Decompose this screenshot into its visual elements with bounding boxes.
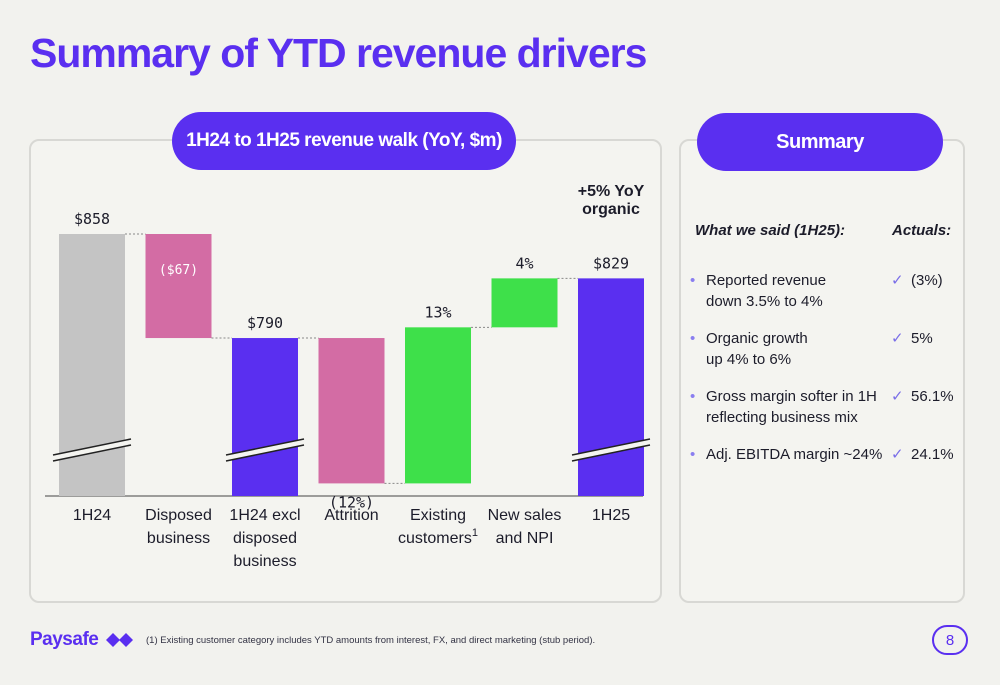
category-label-1-1: business <box>147 530 210 547</box>
said-line: Gross margin softer in 1H <box>706 388 877 405</box>
actual-value: 5% <box>911 330 933 347</box>
said-line: up 4% to 6% <box>706 351 792 368</box>
bar-1 <box>145 234 212 339</box>
bullet-icon: • <box>690 388 696 405</box>
footnote: (1) Existing customer category includes … <box>146 635 596 646</box>
check-icon: ✓ <box>891 446 904 463</box>
category-label-5-1: and NPI <box>496 530 554 547</box>
actual-value: 24.1% <box>911 446 954 463</box>
said-text: Organic growth up 4% to 6% <box>706 328 886 370</box>
category-label-6-0: 1H25 <box>592 507 630 524</box>
category-label-3-0: Attrition <box>324 507 378 524</box>
category-label-2-1: disposed <box>233 530 297 547</box>
data-label-3: (12%) <box>329 493 374 511</box>
logo-diamonds-icon <box>106 632 134 647</box>
said-line: Reported revenue <box>706 272 827 289</box>
category-label-4-0: Existing <box>410 507 466 524</box>
axis-break-line-2 <box>225 438 305 456</box>
actual-value: 56.1% <box>911 388 954 405</box>
col-header-said: What we said (1H25): <box>695 222 846 239</box>
category-label-0-0: 1H24 <box>73 507 111 524</box>
summary-panel <box>679 139 965 603</box>
page-title: Summary of YTD revenue drivers <box>30 30 647 76</box>
said-text: Gross margin softer in 1H reflecting busi… <box>706 386 886 428</box>
check-icon: ✓ <box>891 388 904 405</box>
chart-title-pill: 1H24 to 1H25 revenue walk (YoY, $m) <box>172 112 516 170</box>
axis-break-line-6 <box>571 438 651 456</box>
footnote-mark: 1 <box>472 527 478 539</box>
annotation-line-0: +5% YoY <box>578 183 645 200</box>
said-line: Adj. EBITDA margin ~24% <box>706 446 883 463</box>
bar-2 <box>232 338 298 496</box>
said-line: reflecting business mix <box>706 409 858 426</box>
axis-break-line-0 <box>52 438 132 456</box>
col-header-actuals: Actuals: <box>892 222 952 239</box>
summary-title-pill: Summary <box>697 113 943 171</box>
bar-4 <box>405 327 471 484</box>
bullet-icon: • <box>690 272 696 289</box>
data-label-0: $858 <box>74 210 110 228</box>
paysafe-logo: Paysafe <box>30 629 136 651</box>
bar-5 <box>491 278 558 328</box>
data-label-6: $829 <box>593 254 629 272</box>
axis-break-gap-2 <box>226 439 304 461</box>
check-icon: ✓ <box>891 330 904 347</box>
said-line: down 3.5% to 4% <box>706 293 823 310</box>
said-text: Reported revenue down 3.5% to 4% <box>706 270 886 312</box>
category-label-2-0: 1H24 excl <box>229 507 300 524</box>
bar-3 <box>318 338 385 484</box>
axis-break-line-b-6 <box>571 444 651 462</box>
bullet-icon: • <box>690 446 696 463</box>
category-label-4-1: customers1 <box>398 527 478 547</box>
category-label-5-0: New sales <box>488 507 562 524</box>
waterfall-chart: $858 1H24 ($67) Disposed business $790 1H24 ex… <box>45 183 651 570</box>
data-label-4: 13% <box>424 303 451 321</box>
logo-text: Paysafe <box>30 629 99 650</box>
category-label-1-0: Disposed <box>145 507 212 524</box>
axis-break-line-b-0 <box>52 444 132 462</box>
said-line: Organic growth <box>706 330 808 347</box>
data-label-5: 4% <box>515 254 533 272</box>
bar-6 <box>578 278 644 496</box>
axis-break-gap-6 <box>572 439 650 461</box>
axis-break-gap-0 <box>53 439 131 461</box>
data-label-1: ($67) <box>159 263 198 278</box>
said-text: Adj. EBITDA margin ~24% <box>706 444 886 465</box>
actual-value: (3%) <box>911 272 943 289</box>
page-number: 8 <box>932 625 968 655</box>
check-icon: ✓ <box>891 272 904 289</box>
data-label-2: $790 <box>247 314 283 332</box>
bullet-icon: • <box>690 330 696 347</box>
category-label-2-2: business <box>233 553 296 570</box>
annotation-line-1: organic <box>582 201 640 218</box>
axis-break-line-b-2 <box>225 444 305 462</box>
